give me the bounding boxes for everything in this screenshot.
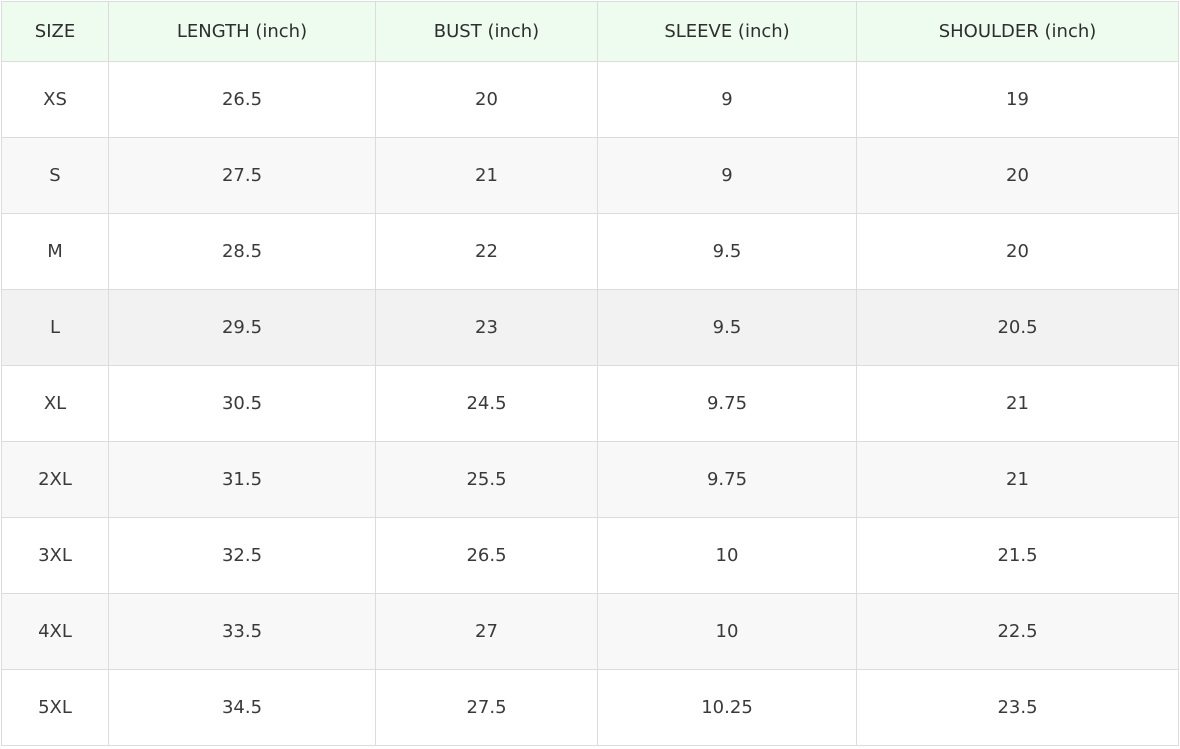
size-cell: 4XL [1,593,109,670]
header-cell: SIZE [1,1,109,62]
size-cell: S [1,137,109,214]
header-cell: SHOULDER (inch) [856,1,1179,62]
value-cell: 27.5 [375,669,598,746]
header-row: SIZE LENGTH (inch) BUST (inch) SLEEVE (inch… [1,1,1179,62]
table-row: S 27.5 21 9 20 [1,137,1179,214]
value-cell: 22 [375,213,598,290]
value-cell: 10 [597,593,857,670]
header-cell: BUST (inch) [375,1,598,62]
header-cell: LENGTH (inch) [108,1,376,62]
value-cell: 21.5 [856,517,1179,594]
value-cell: 27 [375,593,598,670]
size-cell: 2XL [1,441,109,518]
table-header: SIZE LENGTH (inch) BUST (inch) SLEEVE (inch… [1,1,1179,62]
table-body: XS 26.5 20 9 19 S 27.5 21 9 20 M 28.5 22 9.5 20 L 29.5 23… [1,61,1179,746]
value-cell: 28.5 [108,213,376,290]
table-row: L 29.5 23 9.5 20.5 [1,289,1179,366]
value-cell: 20 [375,61,598,138]
value-cell: 26.5 [375,517,598,594]
value-cell: 9.5 [597,213,857,290]
value-cell: 9 [597,61,857,138]
size-cell: L [1,289,109,366]
table-row: 4XL 33.5 27 10 22.5 [1,593,1179,670]
size-cell: XL [1,365,109,442]
value-cell: 22.5 [856,593,1179,670]
value-cell: 9.5 [597,289,857,366]
header-cell: SLEEVE (inch) [597,1,857,62]
table-row: XS 26.5 20 9 19 [1,61,1179,138]
value-cell: 31.5 [108,441,376,518]
value-cell: 20.5 [856,289,1179,366]
value-cell: 21 [375,137,598,214]
value-cell: 10 [597,517,857,594]
value-cell: 19 [856,61,1179,138]
value-cell: 23.5 [856,669,1179,746]
value-cell: 20 [856,137,1179,214]
value-cell: 34.5 [108,669,376,746]
size-cell: 5XL [1,669,109,746]
size-cell: XS [1,61,109,138]
value-cell: 9.75 [597,441,857,518]
value-cell: 9 [597,137,857,214]
value-cell: 30.5 [108,365,376,442]
table-row: 3XL 32.5 26.5 10 21.5 [1,517,1179,594]
value-cell: 27.5 [108,137,376,214]
size-cell: 3XL [1,517,109,594]
value-cell: 32.5 [108,517,376,594]
value-cell: 23 [375,289,598,366]
value-cell: 9.75 [597,365,857,442]
value-cell: 20 [856,213,1179,290]
table-row: 5XL 34.5 27.5 10.25 23.5 [1,669,1179,746]
table-row: XL 30.5 24.5 9.75 21 [1,365,1179,442]
table-row: M 28.5 22 9.5 20 [1,213,1179,290]
value-cell: 21 [856,441,1179,518]
table-row: 2XL 31.5 25.5 9.75 21 [1,441,1179,518]
value-cell: 21 [856,365,1179,442]
value-cell: 29.5 [108,289,376,366]
value-cell: 24.5 [375,365,598,442]
size-cell: M [1,213,109,290]
value-cell: 10.25 [597,669,857,746]
value-cell: 26.5 [108,61,376,138]
value-cell: 33.5 [108,593,376,670]
value-cell: 25.5 [375,441,598,518]
